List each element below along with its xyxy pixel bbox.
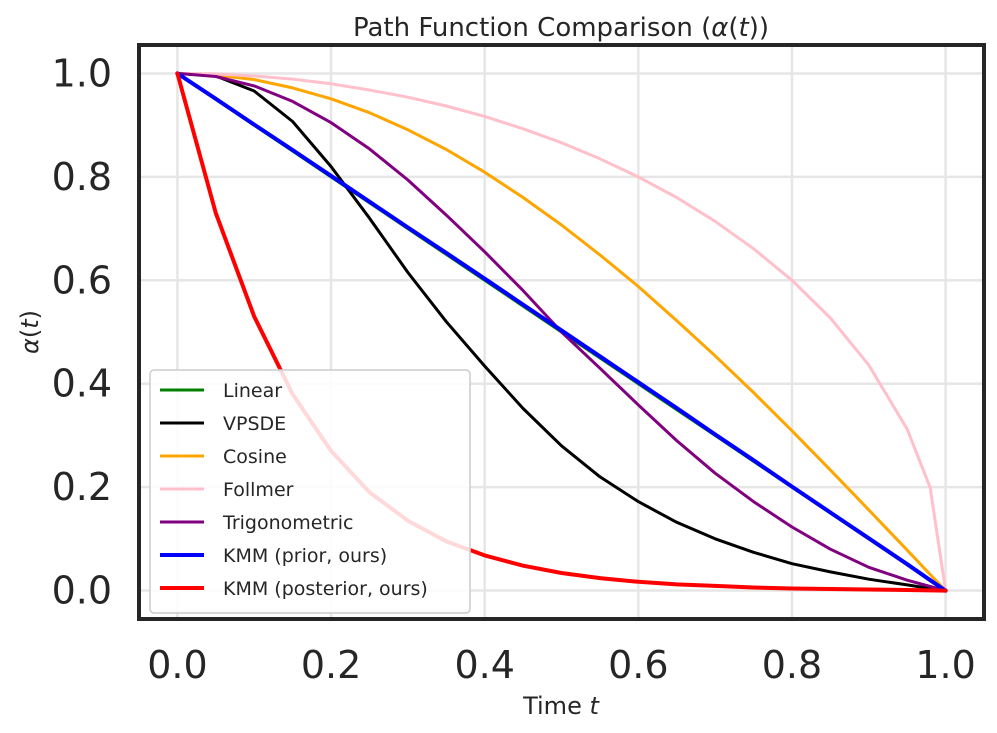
y-tick-label: 0.6 [52,258,112,302]
plot-frame [137,43,986,621]
series-line-kmm-prior-ours [175,71,948,593]
x-tick-label: 0.0 [147,643,207,687]
y-tick-label: 0.8 [52,155,112,199]
x-tick-label: 0.6 [608,643,668,687]
legend-label-follmer: Follmer [223,479,294,501]
x-axis-label: Time t [522,692,600,720]
legend: Linear VPSDE Cosine Follmer Trigonometric KMM… [149,369,471,614]
legend-label-linear: Linear [223,380,282,402]
y-tick-label: 1.0 [52,51,112,95]
legend-box [149,369,471,614]
series-line-follmer [175,71,948,593]
y-axis-label: α(t) [16,310,44,354]
x-tick-label: 1.0 [915,643,975,687]
series-line-cosine [175,71,948,593]
chart-title: Path Function Comparison (α(t)) [353,13,769,43]
x-tick-label: 0.2 [301,643,361,687]
series-line-vpsde [175,71,948,593]
series-line-trigonometric [175,71,948,593]
x-tick-label: 0.4 [454,643,514,687]
legend-label-kmm-prior-ours: KMM (prior, ours) [223,545,387,567]
tick-labels: 0.0 0.2 0.4 0.6 0.8 1.0 0.0 0.2 0.4 0.6 0.8 1.0 [52,51,976,687]
y-tick-label: 0.2 [52,465,112,509]
y-tick-label: 0.0 [52,569,112,613]
legend-label-trigonometric: Trigonometric [222,512,353,534]
legend-label-kmm-posterior-ours: KMM (posterior, ours) [223,578,428,600]
legend-label-cosine: Cosine [223,446,287,468]
y-tick-label: 0.4 [52,362,112,406]
x-tick-label: 0.8 [762,643,822,687]
legend-label-vpsde: VPSDE [223,413,286,435]
